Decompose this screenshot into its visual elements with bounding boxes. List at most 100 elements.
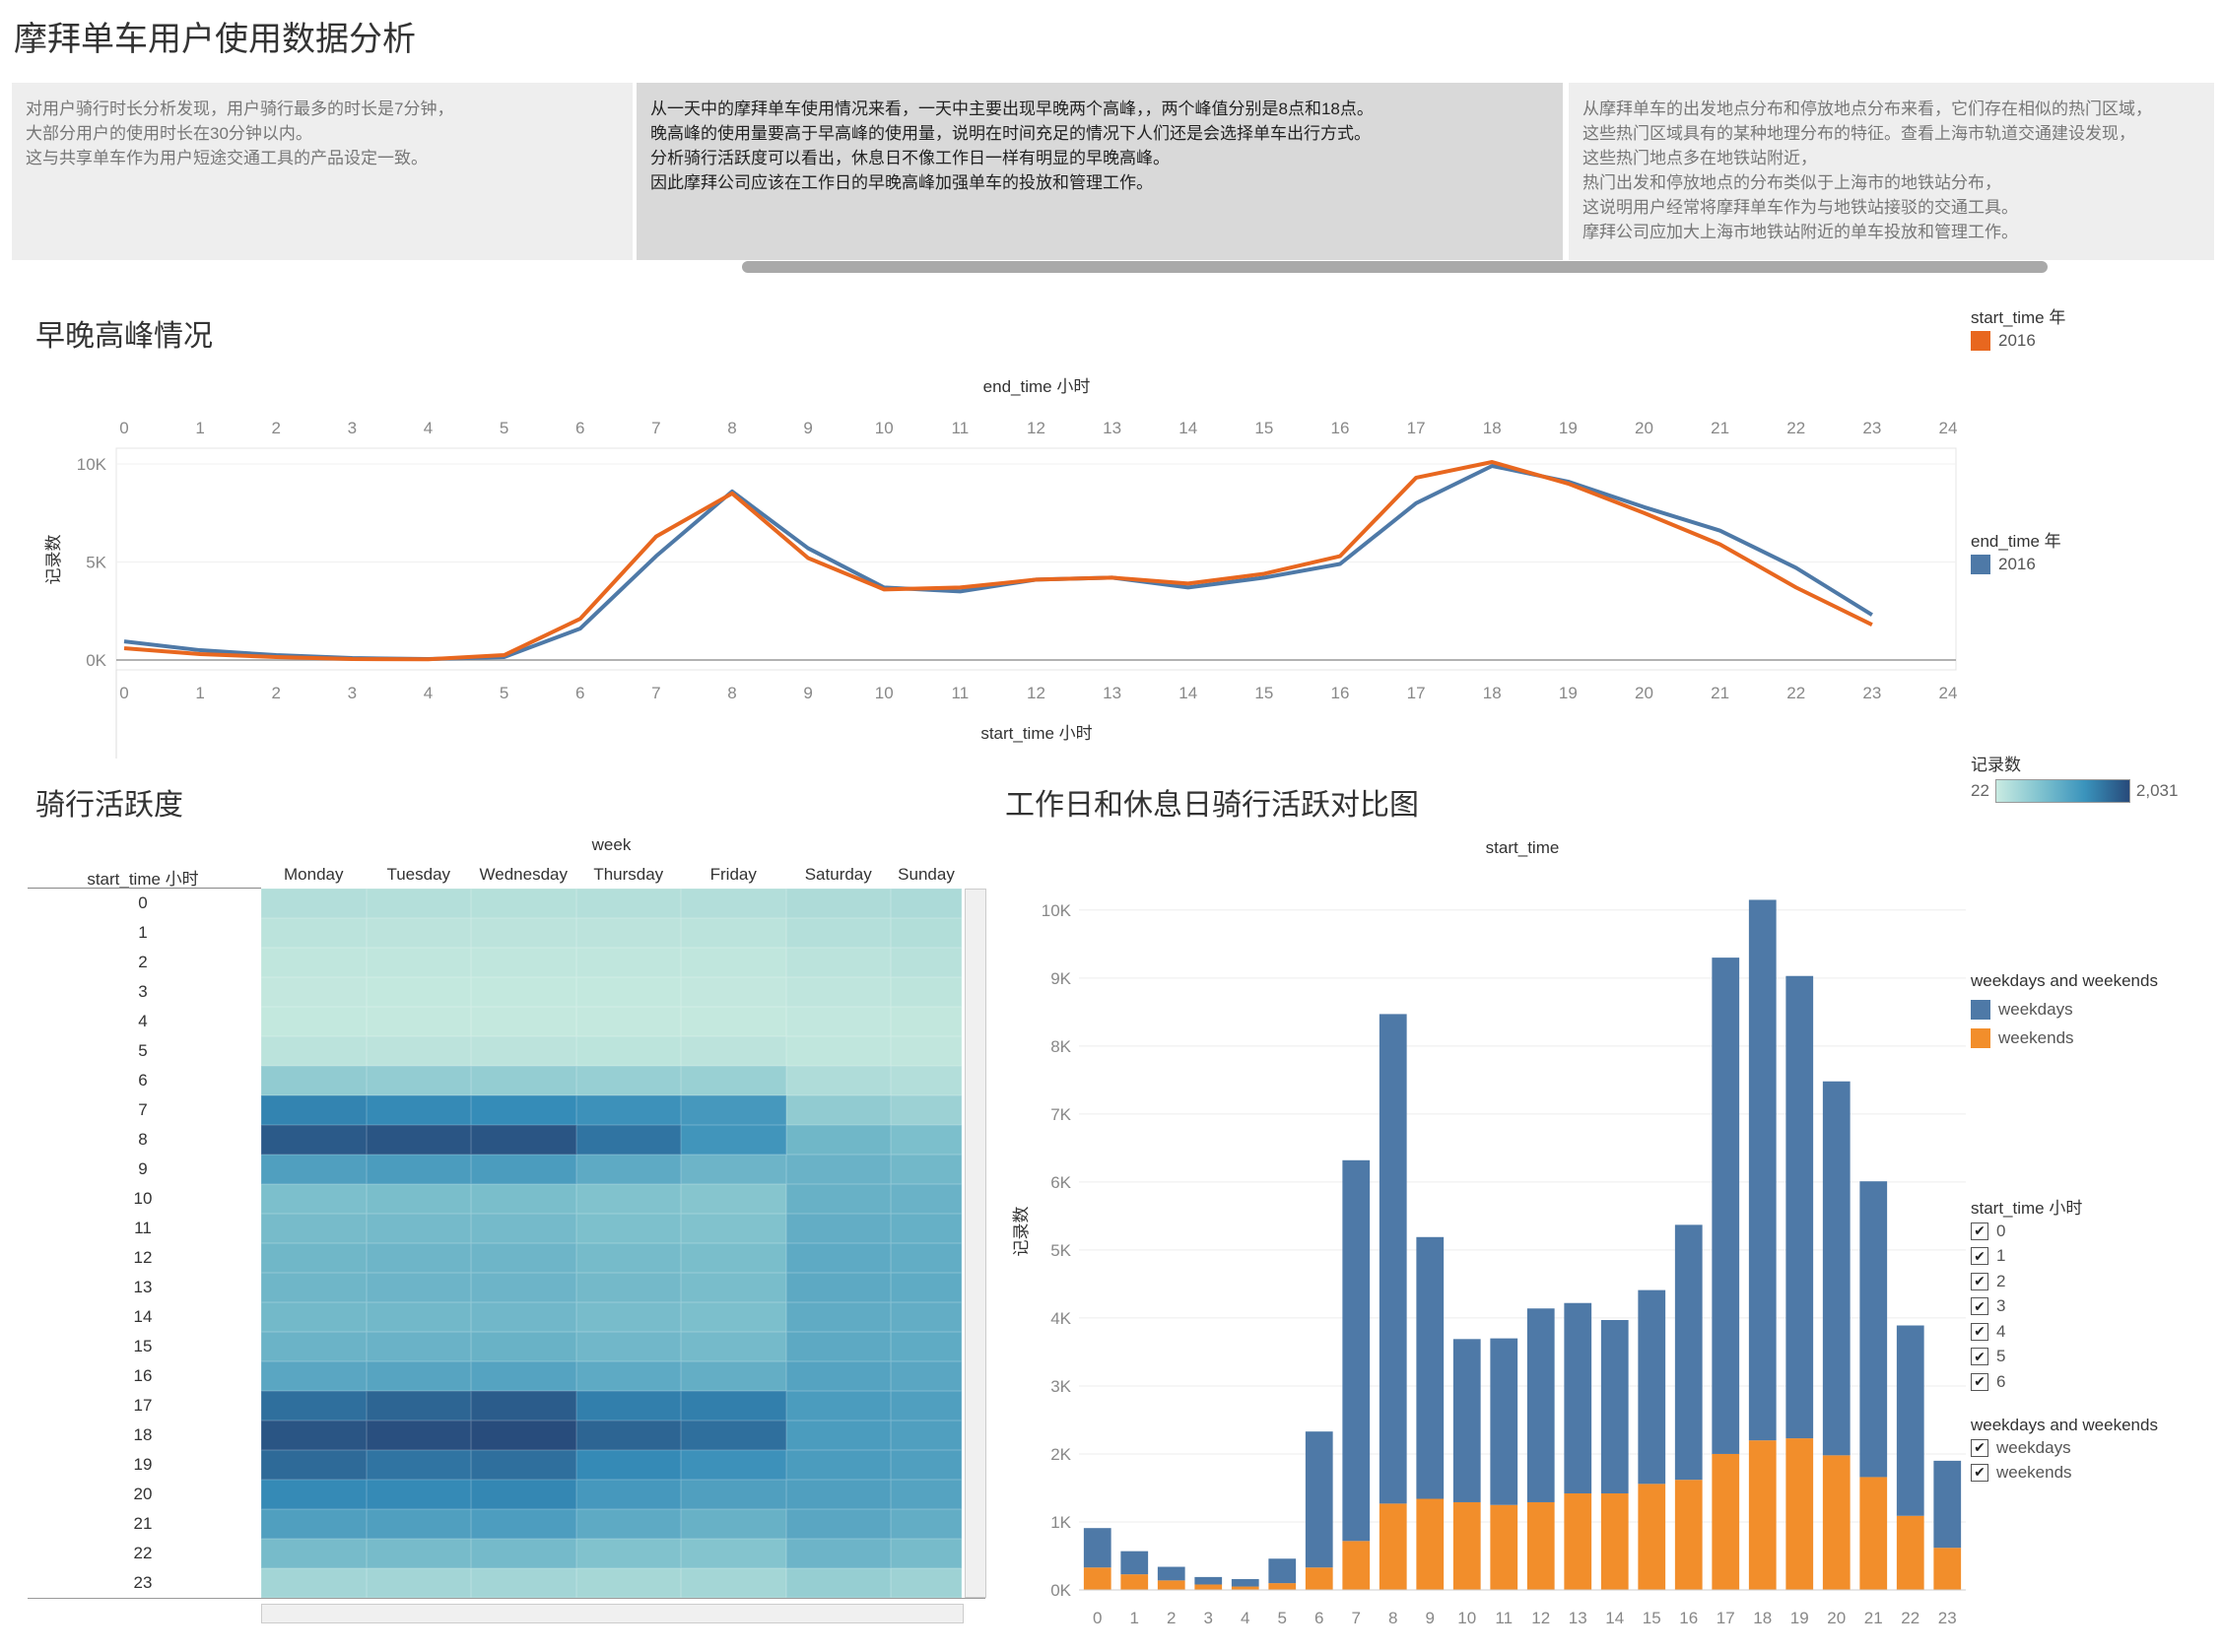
heatmap-cell[interactable] — [785, 1273, 891, 1302]
heatmap-cell[interactable] — [891, 1480, 962, 1509]
heatmap-cell[interactable] — [681, 1007, 786, 1036]
heatmap-cell[interactable] — [261, 918, 367, 948]
heatmap-cell[interactable] — [261, 1539, 367, 1568]
heatmap-cell[interactable] — [261, 1184, 367, 1214]
heatmap-cell[interactable] — [261, 1302, 367, 1332]
heatmap-cell[interactable] — [785, 1509, 891, 1539]
heatmap-cell[interactable] — [681, 889, 786, 918]
heatmap-cell[interactable] — [261, 1243, 367, 1273]
heatmap-cell[interactable] — [366, 1036, 471, 1066]
heatmap-cell[interactable] — [891, 1509, 962, 1539]
heatmap-cell[interactable] — [681, 1273, 786, 1302]
heatmap-cell[interactable] — [366, 1509, 471, 1539]
heatmap-cell[interactable] — [471, 1095, 576, 1125]
checkbox[interactable]: ✔ — [1971, 1348, 1988, 1366]
heatmap-cell[interactable] — [575, 1036, 681, 1066]
heatmap-cell[interactable] — [366, 948, 471, 977]
heatmap-cell[interactable] — [785, 1332, 891, 1361]
heatmap-cell[interactable] — [575, 1568, 681, 1598]
heatmap-cell[interactable] — [681, 1421, 786, 1450]
filter-item-hour[interactable]: ✔ 4 — [1971, 1319, 2217, 1345]
heatmap-cell[interactable] — [785, 977, 891, 1007]
checkbox[interactable]: ✔ — [1971, 1247, 1988, 1266]
heatmap-cell[interactable] — [575, 1066, 681, 1095]
heatmap-cell[interactable] — [261, 1421, 367, 1450]
checkbox[interactable]: ✔ — [1971, 1322, 1988, 1341]
legend-item[interactable]: 2016 — [1971, 328, 2217, 353]
heatmap-cell[interactable] — [261, 1480, 367, 1509]
heatmap-cell[interactable] — [785, 1450, 891, 1480]
filter-item-hour[interactable]: ✔ 3 — [1971, 1294, 2217, 1320]
heatmap-cell[interactable] — [681, 1095, 786, 1125]
heatmap-cell[interactable] — [261, 1036, 367, 1066]
heatmap-cell[interactable] — [471, 1509, 576, 1539]
heatmap-cell[interactable] — [891, 1095, 962, 1125]
heatmap-cell[interactable] — [261, 1155, 367, 1184]
heatmap-cell[interactable] — [575, 889, 681, 918]
heatmap-cell[interactable] — [681, 948, 786, 977]
heatmap-cell[interactable] — [261, 977, 367, 1007]
heatmap-cell[interactable] — [891, 948, 962, 977]
heatmap-cell[interactable] — [471, 1391, 576, 1421]
heatmap-cell[interactable] — [681, 1332, 786, 1361]
heatmap-cell[interactable] — [785, 1007, 891, 1036]
heatmap-cell[interactable] — [575, 1125, 681, 1155]
heatmap-cell[interactable] — [785, 1480, 891, 1509]
heatmap-cell[interactable] — [891, 1066, 962, 1095]
heatmap-cell[interactable] — [681, 1450, 786, 1480]
heatmap-cell[interactable] — [891, 977, 962, 1007]
heatmap-cell[interactable] — [261, 1391, 367, 1421]
heatmap-cell[interactable] — [891, 1539, 962, 1568]
heatmap-cell[interactable] — [366, 1450, 471, 1480]
heatmap-cell[interactable] — [681, 1391, 786, 1421]
heatmap-cell[interactable] — [471, 1450, 576, 1480]
heatmap-cell[interactable] — [471, 1568, 576, 1598]
heatmap-cell[interactable] — [261, 1568, 367, 1598]
heatmap-cell[interactable] — [366, 1066, 471, 1095]
heatmap-cell[interactable] — [366, 1332, 471, 1361]
heatmap-cell[interactable] — [366, 1095, 471, 1125]
heatmap-cell[interactable] — [575, 1095, 681, 1125]
heatmap-cell[interactable] — [681, 1568, 786, 1598]
heatmap-cell[interactable] — [785, 1095, 891, 1125]
heatmap-cell[interactable] — [366, 918, 471, 948]
heatmap-cell[interactable] — [785, 948, 891, 977]
filter-item-hour[interactable]: ✔ 1 — [1971, 1244, 2217, 1270]
heatmap-cell[interactable] — [366, 1155, 471, 1184]
heatmap-cell[interactable] — [575, 1155, 681, 1184]
heatmap-cell[interactable] — [681, 1539, 786, 1568]
heatmap-cell[interactable] — [785, 1066, 891, 1095]
heatmap-cell[interactable] — [471, 1302, 576, 1332]
heatmap-cell[interactable] — [891, 1332, 962, 1361]
heatmap-cell[interactable] — [261, 1125, 367, 1155]
heatmap-cell[interactable] — [575, 1184, 681, 1214]
heatmap-cell[interactable] — [261, 1007, 367, 1036]
heatmap-cell[interactable] — [261, 1273, 367, 1302]
heatmap-cell[interactable] — [261, 1509, 367, 1539]
checkbox[interactable]: ✔ — [1971, 1372, 1988, 1391]
story-scrollbar[interactable] — [742, 261, 2048, 273]
heatmap-cell[interactable] — [575, 948, 681, 977]
heatmap-cell[interactable] — [785, 1302, 891, 1332]
heatmap-cell[interactable] — [891, 1273, 962, 1302]
filter-item-hour[interactable]: ✔ 6 — [1971, 1369, 2217, 1395]
heatmap-cell[interactable] — [575, 1391, 681, 1421]
heatmap-cell[interactable] — [575, 1421, 681, 1450]
heatmap-cell[interactable] — [681, 1214, 786, 1243]
heatmap-cell[interactable] — [575, 1539, 681, 1568]
heatmap-cell[interactable] — [575, 1214, 681, 1243]
heatmap-cell[interactable] — [575, 1332, 681, 1361]
checkbox[interactable]: ✔ — [1971, 1272, 1988, 1290]
heatmap-cell[interactable] — [366, 1539, 471, 1568]
heatmap-cell[interactable] — [785, 1214, 891, 1243]
heatmap-cell[interactable] — [471, 1332, 576, 1361]
heatmap-cell[interactable] — [471, 1007, 576, 1036]
heatmap-cell[interactable] — [366, 1391, 471, 1421]
heatmap-cell[interactable] — [575, 918, 681, 948]
heatmap-cell[interactable] — [471, 1155, 576, 1184]
heatmap-cell[interactable] — [891, 889, 962, 918]
heatmap-cell[interactable] — [471, 918, 576, 948]
heatmap-cell[interactable] — [891, 1568, 962, 1598]
heatmap-cell[interactable] — [785, 1568, 891, 1598]
filter-item-hour[interactable]: ✔ 5 — [1971, 1345, 2217, 1370]
